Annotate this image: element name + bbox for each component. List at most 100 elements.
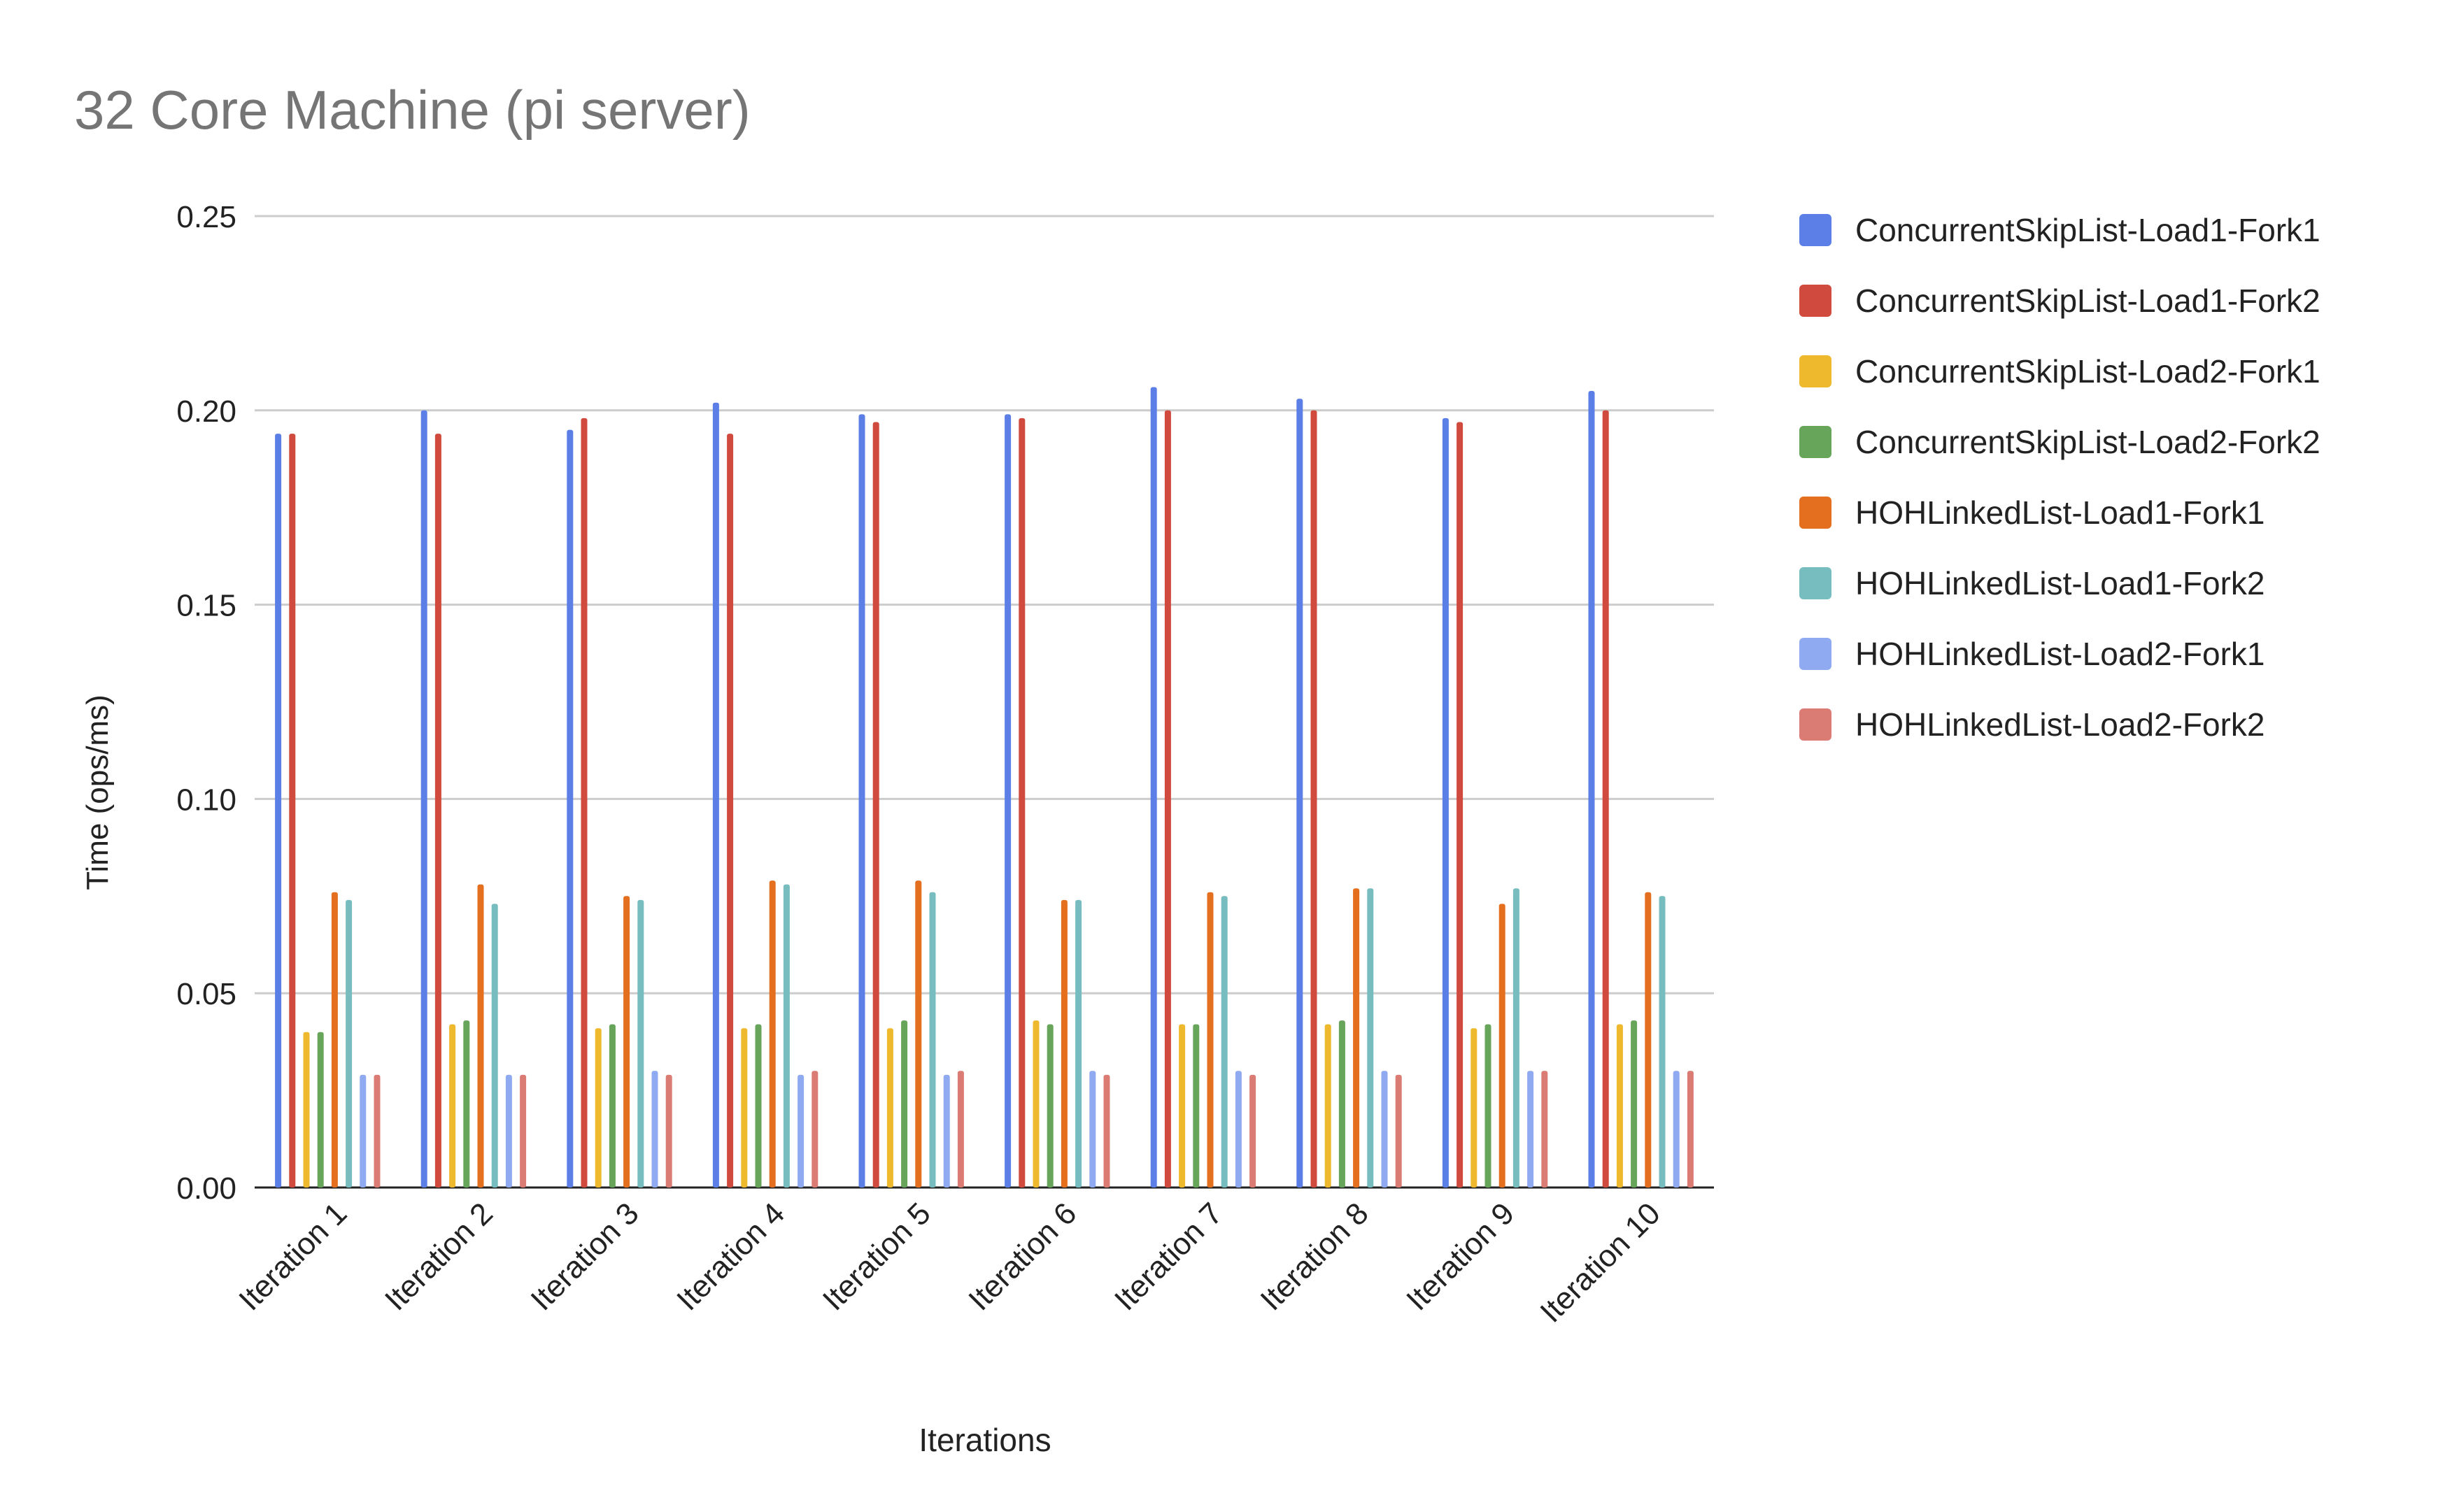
legend: ConcurrentSkipList-Load1-Fork1 Concurrent… [1799, 194, 2320, 759]
x-axis-title: Iterations [919, 1422, 1051, 1458]
legend-item: HOHLinkedList-Load2-Fork1 [1799, 618, 2320, 689]
bar [1616, 1024, 1623, 1188]
bar [1498, 904, 1505, 1188]
bar [463, 1020, 470, 1188]
bar [275, 434, 282, 1188]
bar [915, 880, 922, 1188]
y-axis-title: Time (ops/ms) [80, 694, 115, 890]
bar [1484, 1024, 1491, 1188]
bar [1150, 387, 1157, 1188]
legend-label: HOHLinkedList-Load1-Fork2 [1855, 564, 2265, 601]
y-tick-label: 0.20 [176, 394, 236, 429]
bar [434, 434, 441, 1188]
bar [1602, 410, 1609, 1188]
bar [360, 1074, 367, 1188]
legend-item: HOHLinkedList-Load2-Fork2 [1799, 689, 2320, 759]
bar [1367, 888, 1374, 1188]
bar [477, 884, 484, 1188]
bar [886, 1028, 893, 1188]
bar [1310, 410, 1317, 1188]
bar [1235, 1071, 1242, 1188]
bar [1541, 1071, 1548, 1188]
legend-swatch [1799, 708, 1831, 741]
bar [567, 429, 574, 1188]
x-tick-label: Iteration 1 [232, 1196, 353, 1317]
bar [1470, 1028, 1477, 1188]
bar [1047, 1024, 1054, 1188]
legend-item: HOHLinkedList-Load1-Fork1 [1799, 477, 2320, 548]
bar [943, 1074, 950, 1188]
legend-swatch [1799, 566, 1831, 599]
bar [1324, 1024, 1331, 1188]
legend-item: ConcurrentSkipList-Load1-Fork1 [1799, 194, 2320, 265]
x-tick-label: Iteration 6 [962, 1196, 1083, 1317]
bar [1353, 888, 1360, 1188]
bar [1179, 1024, 1186, 1188]
bar [1659, 896, 1666, 1188]
bar [929, 892, 936, 1188]
bar [581, 418, 588, 1188]
bar [1588, 391, 1595, 1188]
bar [1527, 1071, 1534, 1188]
legend-swatch [1799, 355, 1831, 387]
bar [712, 402, 719, 1188]
bar [783, 884, 790, 1188]
bar [1061, 899, 1068, 1188]
legend-swatch [1799, 637, 1831, 670]
bar [1089, 1071, 1096, 1188]
bar [1457, 422, 1464, 1188]
x-tick-label: Iteration 8 [1254, 1196, 1375, 1317]
x-tick-label: Iteration 3 [525, 1196, 646, 1317]
bar [1075, 899, 1082, 1188]
legend-label: ConcurrentSkipList-Load2-Fork1 [1855, 352, 2320, 390]
bar [651, 1071, 658, 1188]
bar [769, 880, 776, 1188]
bar [505, 1074, 512, 1188]
legend-label: ConcurrentSkipList-Load1-Fork1 [1855, 211, 2320, 248]
bar [331, 892, 338, 1188]
bar [595, 1028, 602, 1188]
bar [449, 1024, 456, 1188]
bar [1338, 1020, 1345, 1188]
bar [665, 1074, 672, 1188]
legend-label: HOHLinkedList-Load2-Fork1 [1855, 635, 2265, 672]
bar [727, 434, 734, 1188]
x-tick-label: Iteration 4 [670, 1196, 791, 1317]
bar [741, 1028, 748, 1188]
bar [317, 1032, 324, 1188]
bar [1221, 896, 1228, 1188]
bar [1019, 418, 1026, 1188]
legend-item: HOHLinkedList-Load1-Fork2 [1799, 548, 2320, 618]
bar [303, 1032, 310, 1188]
bar [1033, 1020, 1040, 1188]
bar [1005, 414, 1012, 1188]
bar [858, 414, 865, 1188]
y-tick-label: 0.05 [176, 977, 236, 1011]
legend-swatch [1799, 213, 1831, 246]
x-tick-label: Iteration 10 [1533, 1196, 1666, 1329]
bar [798, 1074, 805, 1188]
chart-title: 32 Core Machine (pi server) [74, 79, 751, 141]
legend-label: ConcurrentSkipList-Load1-Fork2 [1855, 282, 2320, 319]
legend-item: ConcurrentSkipList-Load2-Fork1 [1799, 336, 2320, 406]
bar [637, 899, 644, 1188]
legend-label: HOHLinkedList-Load2-Fork2 [1855, 706, 2265, 743]
bar [491, 904, 498, 1188]
bar [346, 899, 353, 1188]
bar [520, 1074, 527, 1188]
bar [1164, 410, 1171, 1188]
legend-item: ConcurrentSkipList-Load1-Fork2 [1799, 265, 2320, 336]
bar [1193, 1024, 1200, 1188]
y-tick-label: 0.00 [176, 1171, 236, 1206]
x-tick-label: Iteration 2 [378, 1196, 499, 1317]
legend-label: HOHLinkedList-Load1-Fork1 [1855, 494, 2265, 531]
bar [374, 1074, 381, 1188]
x-tick-label: Iteration 7 [1108, 1196, 1229, 1317]
x-tick-label: Iteration 5 [816, 1196, 937, 1317]
legend-item: ConcurrentSkipList-Load2-Fork2 [1799, 406, 2320, 477]
bar [1673, 1071, 1680, 1188]
y-tick-label: 0.25 [176, 200, 236, 234]
bar [1249, 1074, 1256, 1188]
bar [1687, 1071, 1694, 1188]
